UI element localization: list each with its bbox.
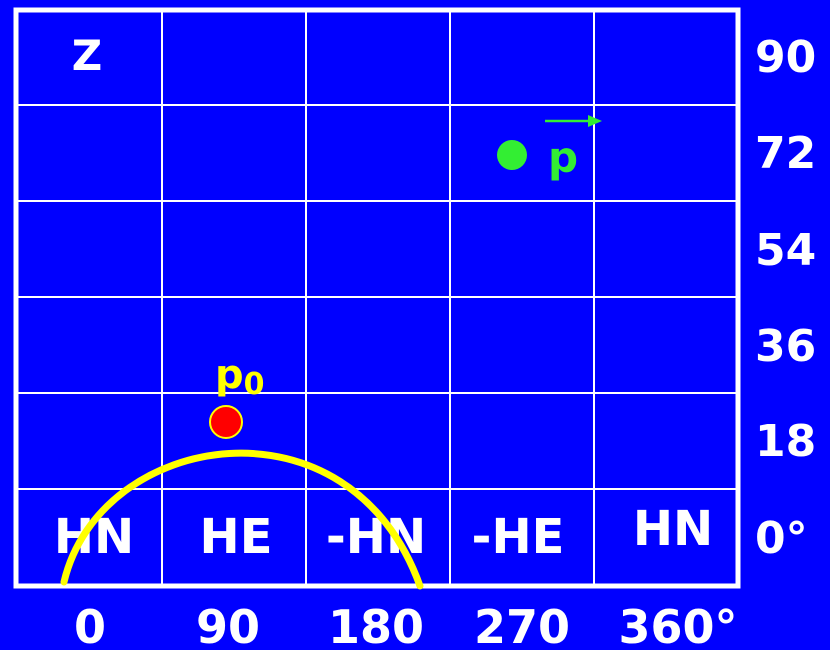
y-axis-labels: 90 72 54 36 18 0° [755,32,816,564]
grid [13,7,741,589]
x-tick-180: 180 [328,600,424,650]
y-tick-72: 72 [755,128,816,179]
point-p0-label: p0 [215,352,265,402]
zone-labels: HN HE -HN -HE HN [54,501,713,565]
x-axis-labels: 0 90 180 270 360° [74,600,738,650]
zone-label-hn-end: HN [633,501,713,557]
y-tick-54: 54 [755,225,816,276]
y-tick-90: 90 [755,32,816,83]
vector-arrow-icon [545,115,602,127]
x-tick-270: 270 [474,600,570,650]
y-tick-36: 36 [755,321,816,372]
zone-label-he: HE [200,509,273,565]
corner-label-z: Z [72,31,102,80]
point-p-marker [497,140,527,170]
point-p0-subscript: 0 [244,367,265,402]
y-tick-0: 0° [755,513,808,564]
x-tick-360: 360° [618,600,737,650]
point-p-label: p [548,133,578,182]
point-p0-marker [209,405,243,439]
x-tick-90: 90 [196,600,260,650]
trajectory-curve [60,449,424,590]
x-tick-0: 0 [74,600,106,650]
zone-label-neg-he: -HE [472,509,565,565]
y-tick-18: 18 [755,416,816,467]
point-p0-base: p [215,352,244,398]
